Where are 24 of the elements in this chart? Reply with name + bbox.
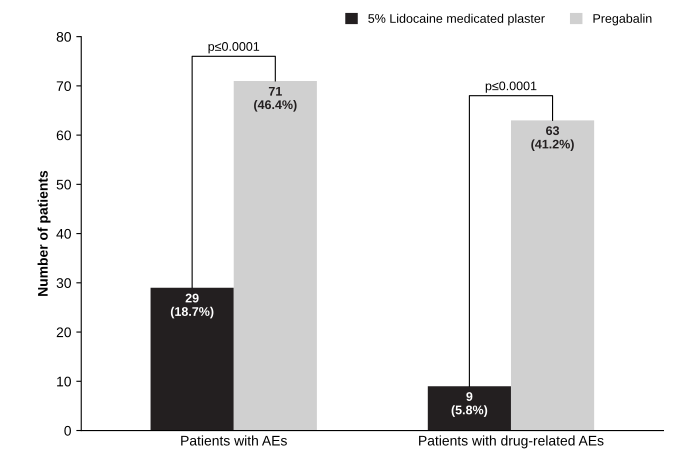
data-label: 9 (5.8%) — [452, 392, 488, 417]
bar — [510, 120, 594, 431]
data-label: 71 (46.4%) — [254, 86, 297, 112]
data-label: 29 (18.7%) — [170, 294, 214, 318]
bar — [234, 80, 317, 431]
y-tick-label: 20 — [56, 327, 71, 338]
y-tick-label: 50 — [56, 180, 71, 190]
legend-label: Pregabalin — [593, 14, 652, 26]
y-tick-label: 60 — [56, 130, 71, 140]
y-tick-label: 70 — [56, 81, 71, 92]
y-tick-label: 10 — [57, 376, 71, 386]
y-tick-label: 0 — [64, 426, 71, 436]
y-tick-label: 30 — [56, 278, 71, 288]
bar — [150, 288, 234, 431]
y-axis-title: Number of patients — [38, 170, 51, 296]
bar — [428, 386, 511, 431]
y-tick-label: 40 — [56, 228, 71, 239]
legend-label: 5% Lidocaine medicated plaster — [368, 14, 545, 26]
x-tick-label: Patients with AEs — [181, 435, 287, 446]
y-tick-label: 80 — [56, 32, 71, 42]
annotation: p≤0.0001 — [486, 81, 536, 93]
data-label: 63 (41.2%) — [531, 126, 574, 152]
x-tick-label: Patients with drug-related AEs — [419, 435, 604, 448]
annotation: p≤0.0001 — [208, 42, 260, 54]
